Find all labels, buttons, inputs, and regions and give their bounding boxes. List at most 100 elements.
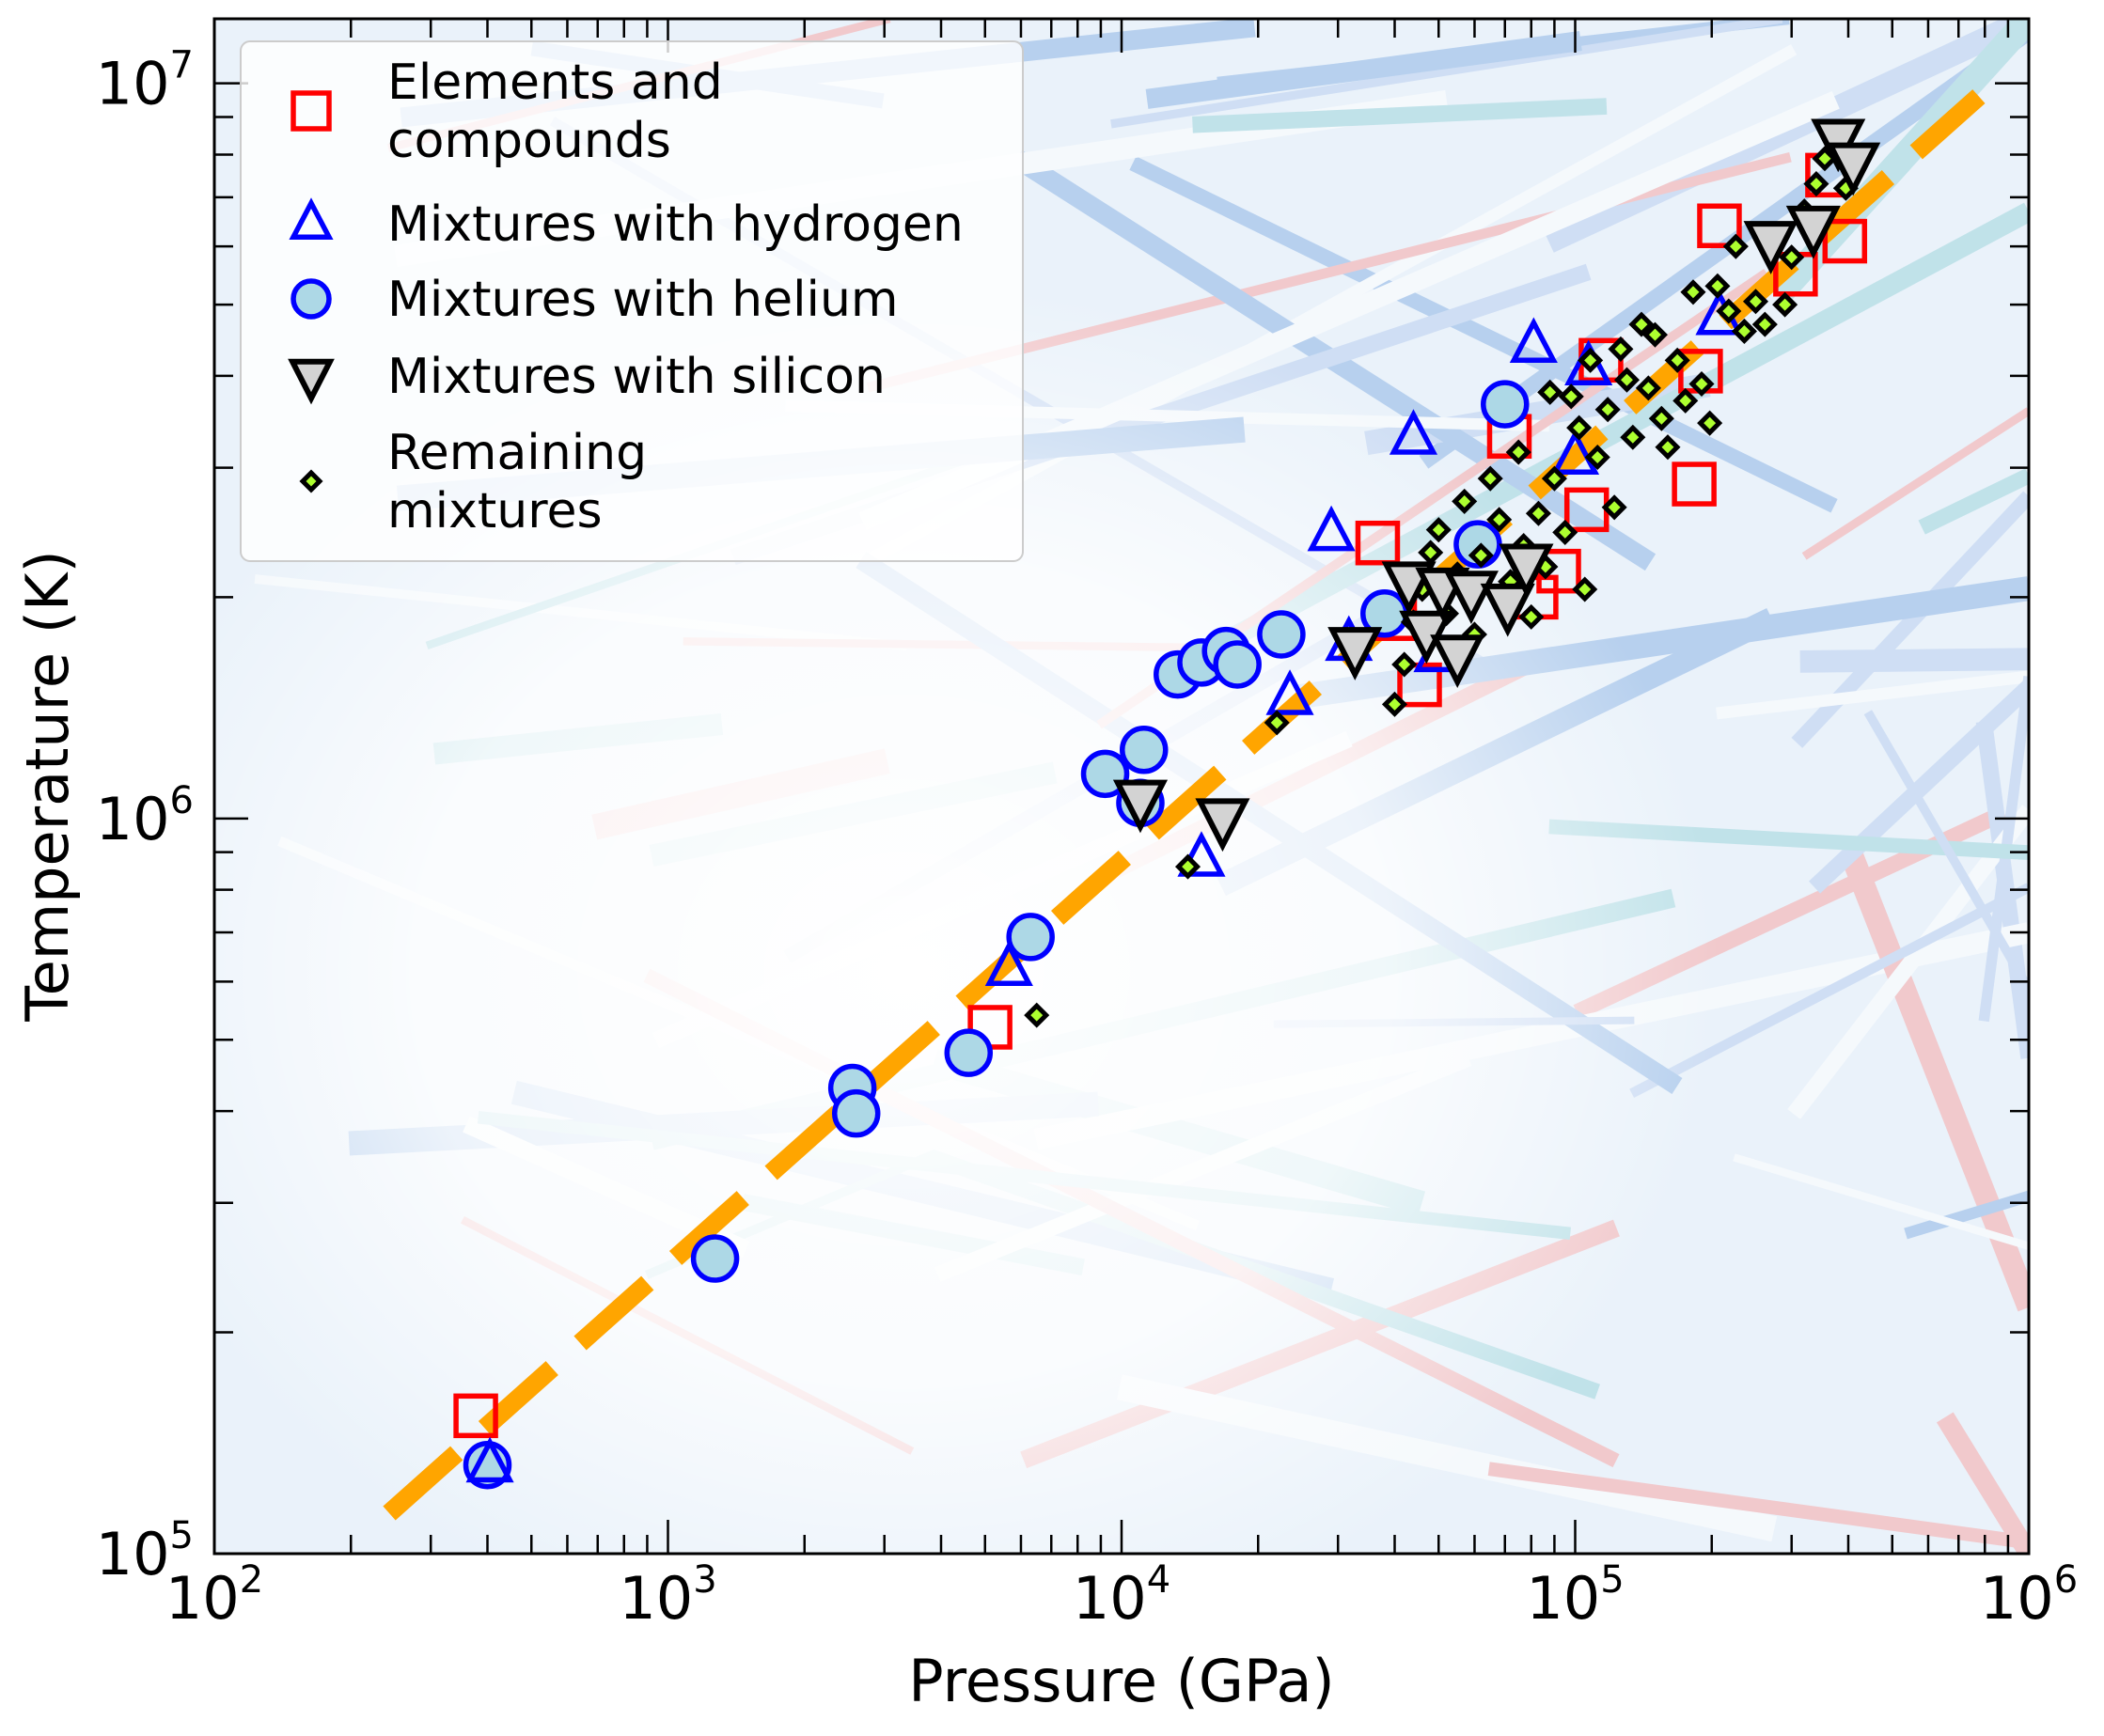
data-point-elements	[1697, 203, 1742, 249]
data-point-remaining	[1594, 397, 1621, 423]
legend-marker-helium	[290, 278, 332, 320]
data-point-silicon	[1327, 627, 1383, 680]
data-point-helium	[1257, 610, 1306, 659]
data-point-remaining	[1664, 347, 1690, 373]
x-tick-base: 10	[1073, 1564, 1147, 1633]
data-point-hydrogen	[984, 940, 1033, 986]
data-point-remaining	[1452, 488, 1478, 514]
data-point-remaining	[1572, 576, 1598, 602]
data-point-hydrogen	[1265, 669, 1314, 715]
data-point-hydrogen	[465, 1436, 514, 1483]
data-point-remaining	[1578, 347, 1604, 373]
data-point-remaining	[1680, 279, 1706, 305]
tick-layer	[212, 19, 2031, 1556]
data-point-elements	[453, 1393, 498, 1439]
x-tick-label: 106	[1980, 1558, 2078, 1633]
data-point-remaining	[1648, 405, 1674, 431]
data-point-remaining	[1584, 444, 1610, 471]
data-point-helium	[1481, 380, 1530, 429]
y-tick-base: 10	[96, 1520, 170, 1588]
x-tick-exponent: 2	[240, 1558, 263, 1602]
x-tick-label: 104	[1073, 1558, 1170, 1633]
x-tick-base: 10	[165, 1564, 240, 1633]
data-point-remaining	[1779, 244, 1805, 271]
data-point-remaining	[1704, 273, 1731, 299]
x-tick-labels: 102 103 104 105 106	[165, 1558, 2078, 1633]
x-tick-exponent: 3	[693, 1558, 716, 1602]
data-point-remaining	[1751, 311, 1778, 337]
legend-label: Mixtures with hydrogen	[387, 196, 964, 253]
y-tick-exponent: 6	[170, 779, 194, 822]
legend-item-silicon: Mixtures with silicon	[288, 349, 886, 405]
data-point-remaining	[1608, 336, 1634, 362]
y-tick-base: 10	[96, 50, 170, 118]
data-point-remaining	[1264, 710, 1290, 736]
legend-label: Mixtures with silicon	[387, 349, 886, 405]
data-point-silicon	[1430, 634, 1485, 688]
data-point-hydrogen	[1509, 317, 1558, 364]
data-point-remaining	[1552, 519, 1578, 545]
y-tick-label: 106	[96, 779, 194, 853]
data-point-remaining	[1425, 517, 1452, 543]
legend-item-hydrogen: Mixtures with hydrogen	[289, 196, 964, 253]
data-point-silicon	[1826, 142, 1881, 196]
legend-label: Remaining	[387, 425, 647, 481]
x-axis-label: Pressure (GPa)	[908, 1647, 1334, 1715]
data-point-remaining	[1525, 500, 1551, 526]
data-point-remaining	[1742, 289, 1769, 315]
data-point-helium	[690, 1234, 740, 1283]
y-tick-exponent: 7	[170, 44, 194, 87]
data-point-helium	[944, 1028, 994, 1077]
legend-label: compounds	[387, 113, 671, 169]
x-tick-label: 102	[165, 1558, 263, 1633]
data-point-remaining	[1537, 379, 1563, 405]
data-point-silicon	[1112, 779, 1169, 834]
data-point-elements	[1822, 218, 1868, 264]
data-point-hydrogen	[1307, 505, 1356, 552]
x-tick-label: 105	[1526, 1558, 1624, 1633]
legend-marker-hydrogen	[289, 197, 334, 240]
data-point-remaining	[1541, 465, 1567, 492]
data-point-remaining	[1697, 410, 1723, 436]
fit-line	[383, 89, 1986, 1521]
data-point-remaining	[1641, 321, 1668, 348]
data-point-hydrogen	[1389, 409, 1438, 455]
data-point-silicon	[1480, 583, 1535, 637]
data-point-silicon	[1743, 221, 1798, 274]
data-point-helium	[831, 1088, 881, 1138]
data-point-remaining	[1655, 434, 1681, 461]
data-point-remaining	[1558, 383, 1584, 410]
y-tick-label: 107	[96, 44, 194, 118]
data-point-remaining	[1391, 651, 1418, 678]
legend-label: Mixtures with helium	[387, 272, 899, 328]
data-point-elements	[1672, 461, 1717, 507]
y-tick-exponent: 5	[170, 1514, 194, 1557]
y-tick-label: 105	[96, 1514, 194, 1588]
data-point-silicon	[1499, 543, 1554, 598]
y-tick-base: 10	[96, 785, 170, 853]
legend-marker-silicon	[288, 358, 335, 405]
data-point-remaining	[1468, 542, 1494, 569]
data-point-remaining	[1477, 465, 1503, 492]
data-point-remaining	[1024, 1002, 1050, 1028]
data-point-remaining	[1505, 439, 1531, 465]
y-axis-label: Temperature (K)	[13, 550, 82, 1022]
data-point-remaining	[1731, 318, 1757, 344]
x-tick-exponent: 6	[2054, 1558, 2078, 1602]
data-point-silicon	[1195, 798, 1250, 852]
data-point-silicon	[1785, 205, 1841, 259]
data-point-remaining	[1620, 424, 1646, 450]
data-point-remaining	[1601, 494, 1627, 521]
data-point-remaining	[1635, 375, 1661, 401]
x-tick-label: 103	[619, 1558, 716, 1633]
data-point-remaining	[1688, 370, 1715, 398]
legend-label: mixtures	[387, 483, 603, 540]
x-tick-base: 10	[1526, 1564, 1600, 1633]
data-point-helium	[1119, 726, 1169, 774]
data-point-helium	[1213, 640, 1262, 689]
legend-box	[240, 40, 1024, 562]
data-point-remaining	[1518, 603, 1545, 630]
